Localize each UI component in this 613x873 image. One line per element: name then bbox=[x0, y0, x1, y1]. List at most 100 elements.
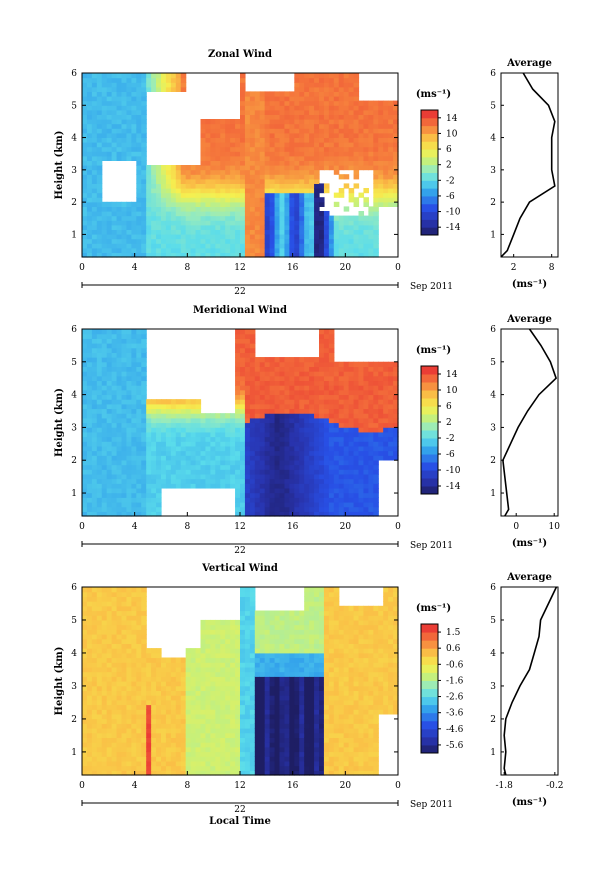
heatmap-cell bbox=[358, 114, 365, 120]
heatmap-cell bbox=[294, 128, 300, 134]
heatmap-cell bbox=[240, 431, 246, 438]
heatmap-cell bbox=[106, 247, 113, 253]
heatmap-cell bbox=[141, 132, 147, 138]
heatmap-cell bbox=[111, 704, 118, 710]
heatmap-cell bbox=[319, 183, 325, 189]
heatmap-cell bbox=[180, 243, 187, 249]
heatmap-cell bbox=[215, 169, 221, 175]
heatmap-cell bbox=[294, 192, 300, 198]
heatmap-cell bbox=[393, 123, 399, 129]
heatmap-cell bbox=[215, 243, 221, 249]
heatmap-cell bbox=[131, 671, 137, 677]
heatmap-cell bbox=[82, 427, 88, 433]
heatmap-cell bbox=[240, 343, 246, 349]
heatmap-cell bbox=[205, 464, 211, 470]
heatmap-cell bbox=[106, 86, 113, 92]
heatmap-cell bbox=[279, 427, 286, 433]
heatmap-cell bbox=[205, 183, 211, 189]
heatmap-cell bbox=[151, 183, 157, 189]
heatmap-cell bbox=[353, 422, 360, 428]
heatmap-cell bbox=[190, 243, 197, 249]
heatmap-cell bbox=[86, 487, 93, 494]
heatmap-cell bbox=[368, 399, 374, 405]
heatmap-cell bbox=[91, 380, 98, 386]
heatmap-cell bbox=[319, 352, 325, 358]
heatmap-cell bbox=[333, 497, 340, 503]
heatmap-cell bbox=[264, 183, 271, 189]
heatmap-cell bbox=[116, 713, 123, 720]
heatmap-cell bbox=[284, 375, 290, 382]
heatmap-cell bbox=[328, 361, 335, 367]
x-tick-label: 8 bbox=[184, 263, 190, 273]
heatmap-cell bbox=[165, 728, 172, 734]
heatmap-cell bbox=[259, 371, 266, 377]
heatmap-cell bbox=[254, 431, 261, 438]
heatmap-cell bbox=[284, 366, 290, 372]
heatmap-cell bbox=[136, 657, 142, 663]
heatmap-cell bbox=[141, 643, 147, 649]
heatmap-cell bbox=[264, 380, 271, 386]
heatmap-cell bbox=[388, 422, 394, 428]
heatmap-cell bbox=[259, 422, 266, 428]
heatmap-cell bbox=[101, 473, 108, 480]
heatmap-cell bbox=[230, 469, 236, 475]
heatmap-cell bbox=[121, 380, 128, 386]
heatmap-cell bbox=[383, 201, 389, 207]
heatmap-cell bbox=[106, 728, 113, 734]
heatmap-cell bbox=[299, 174, 305, 180]
heatmap-cell bbox=[146, 86, 152, 92]
heatmap-cell bbox=[274, 413, 281, 419]
heatmap-cell bbox=[230, 174, 236, 180]
heatmap-cell bbox=[210, 436, 216, 442]
x-tick-label: 0 bbox=[79, 263, 85, 273]
heatmap-cell bbox=[269, 389, 276, 396]
heatmap-cell bbox=[170, 756, 177, 762]
heatmap-cell bbox=[175, 73, 182, 79]
heatmap-cell bbox=[141, 338, 147, 344]
heatmap-cell bbox=[240, 132, 246, 138]
heatmap-cell bbox=[82, 676, 88, 682]
heatmap-cell bbox=[249, 151, 256, 157]
heatmap-cell bbox=[378, 142, 384, 148]
heatmap-cell bbox=[368, 146, 374, 152]
heatmap-cell bbox=[200, 704, 207, 710]
heatmap-cell bbox=[146, 760, 152, 767]
heatmap-cell bbox=[126, 671, 132, 677]
heatmap-cell bbox=[146, 82, 152, 88]
heatmap-cell bbox=[215, 422, 221, 428]
heatmap-cell bbox=[111, 718, 118, 724]
heatmap-cell bbox=[304, 361, 310, 367]
heatmap-cell bbox=[101, 601, 108, 607]
heatmap-cell bbox=[393, 188, 399, 194]
heatmap-cell bbox=[111, 746, 118, 753]
heatmap-cell bbox=[358, 506, 365, 512]
heatmap-cell bbox=[101, 361, 108, 367]
heatmap-cell bbox=[338, 224, 345, 230]
heatmap-cell bbox=[240, 252, 246, 258]
heatmap-cell bbox=[343, 247, 350, 253]
heatmap-cell bbox=[116, 399, 123, 405]
heatmap-cell bbox=[190, 648, 197, 654]
heatmap-cell bbox=[161, 86, 167, 92]
heatmap-cell bbox=[279, 511, 286, 517]
heatmap-cell bbox=[101, 770, 108, 776]
heatmap-cell bbox=[116, 211, 123, 217]
heatmap-cell bbox=[358, 366, 365, 372]
heatmap-cell bbox=[299, 123, 305, 129]
heatmap-cell bbox=[259, 252, 266, 258]
heatmap-cell bbox=[249, 445, 256, 452]
heatmap-cell bbox=[116, 450, 123, 456]
heatmap-cell bbox=[101, 492, 108, 498]
heatmap-cell bbox=[343, 160, 350, 166]
heatmap-cell bbox=[146, 464, 152, 470]
heatmap-cell bbox=[190, 469, 197, 475]
heatmap-cell bbox=[323, 343, 330, 349]
heatmap-cell bbox=[294, 169, 300, 175]
heatmap-cell bbox=[200, 151, 207, 157]
heatmap-cell bbox=[210, 243, 216, 249]
heatmap-cell bbox=[363, 188, 369, 194]
colorbar-band bbox=[421, 430, 438, 439]
heatmap-cell bbox=[383, 128, 389, 134]
heatmap-cell bbox=[175, 676, 182, 682]
heatmap-cell bbox=[363, 375, 369, 382]
